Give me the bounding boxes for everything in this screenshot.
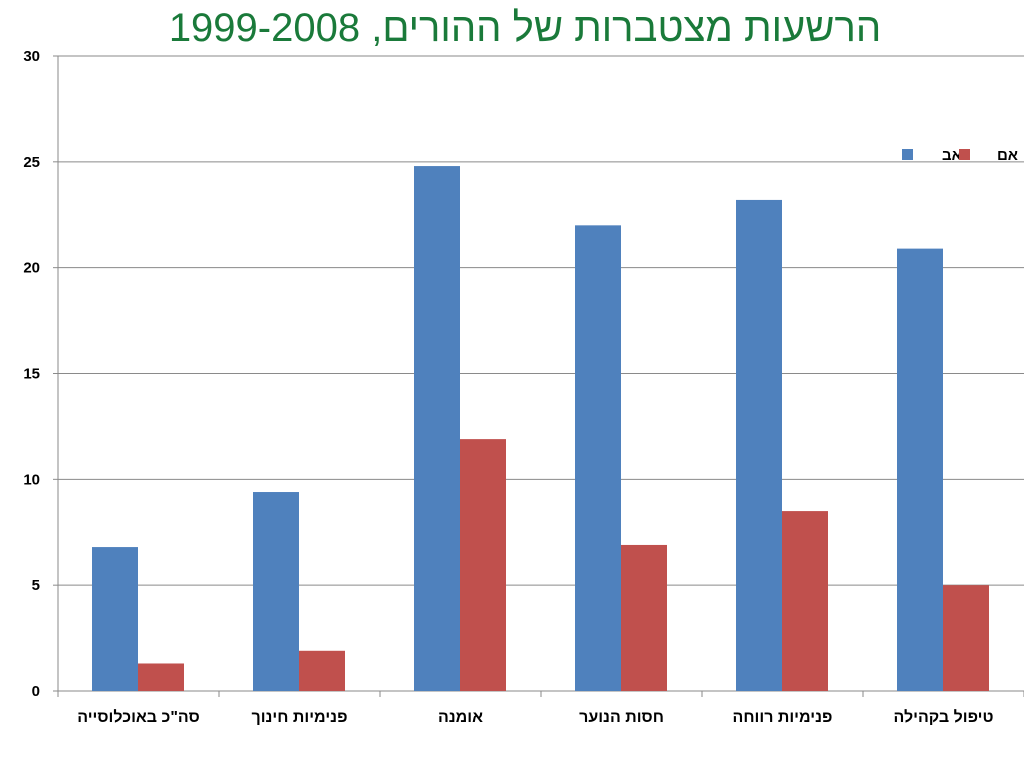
bar-father: [253, 492, 299, 691]
gridlines: [58, 55, 1024, 586]
bar-father: [575, 225, 621, 692]
legend: אב אם: [902, 147, 1018, 164]
y-tick-label: 0: [32, 683, 40, 700]
category-label: טיפול בקהילה: [893, 708, 993, 726]
y-tick-label: 15: [23, 366, 40, 383]
axes: [53, 55, 1024, 697]
y-tick-label: 25: [23, 154, 40, 171]
bar-mother: [782, 511, 828, 691]
category-label: פנימיות חינוך: [251, 709, 347, 726]
bar-father: [897, 248, 943, 691]
chart-title: הרשעות מצטברות של ההורים, 1999-2008: [168, 6, 882, 50]
y-tick-label: 30: [23, 48, 40, 65]
legend-label: אב: [942, 147, 962, 164]
bar-mother: [299, 650, 345, 691]
bar-mother: [460, 439, 506, 691]
bars: [92, 166, 989, 692]
y-tick-label: 5: [32, 577, 40, 594]
category-label: סה"כ באוכלוסייה: [77, 708, 200, 726]
legend-swatch: [959, 149, 970, 160]
bar-father: [736, 199, 782, 691]
bar-father: [92, 547, 138, 691]
category-label: פנימיות רווחה: [733, 709, 833, 726]
y-tick-label: 20: [23, 260, 40, 277]
category-label: אומנה: [438, 709, 483, 726]
legend-label: אם: [997, 147, 1018, 164]
bar-mother: [943, 585, 989, 691]
axis-labels: 0 5 10 15 20 25 30 סה"כ באוכלוסייה פנימיות חינוך…: [23, 48, 993, 726]
y-tick-label: 10: [23, 471, 40, 488]
bar-father: [414, 166, 460, 692]
category-label: חסות הנוער: [579, 709, 664, 726]
bar-mother: [138, 663, 184, 691]
bar-mother: [621, 544, 667, 691]
legend-swatch: [902, 149, 913, 160]
